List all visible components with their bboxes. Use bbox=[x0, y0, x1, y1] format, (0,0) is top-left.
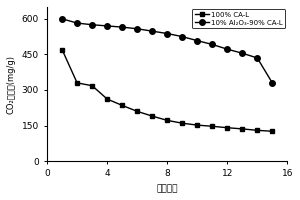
100% CA-L bbox=[60, 48, 64, 51]
10% Al₂O₃-90% CA-L bbox=[120, 26, 124, 28]
100% CA-L bbox=[150, 115, 154, 117]
Legend: 100% CA-L, 10% Al₂O₃-90% CA-L: 100% CA-L, 10% Al₂O₃-90% CA-L bbox=[192, 9, 285, 28]
10% Al₂O₃-90% CA-L bbox=[90, 24, 94, 26]
10% Al₂O₃-90% CA-L bbox=[256, 57, 259, 59]
100% CA-L bbox=[135, 110, 139, 113]
Y-axis label: CO₂吸附量(mg/g): CO₂吸附量(mg/g) bbox=[7, 55, 16, 114]
X-axis label: 循环次数: 循环次数 bbox=[156, 184, 178, 193]
100% CA-L bbox=[180, 122, 184, 124]
100% CA-L bbox=[165, 119, 169, 122]
10% Al₂O₃-90% CA-L bbox=[226, 48, 229, 50]
10% Al₂O₃-90% CA-L bbox=[150, 30, 154, 32]
100% CA-L bbox=[271, 130, 274, 132]
10% Al₂O₃-90% CA-L bbox=[60, 18, 64, 20]
10% Al₂O₃-90% CA-L bbox=[271, 82, 274, 84]
10% Al₂O₃-90% CA-L bbox=[180, 35, 184, 38]
10% Al₂O₃-90% CA-L bbox=[105, 25, 109, 27]
10% Al₂O₃-90% CA-L bbox=[210, 43, 214, 46]
100% CA-L bbox=[195, 124, 199, 126]
100% CA-L bbox=[120, 104, 124, 107]
Line: 10% Al₂O₃-90% CA-L: 10% Al₂O₃-90% CA-L bbox=[59, 16, 275, 86]
100% CA-L bbox=[226, 127, 229, 129]
10% Al₂O₃-90% CA-L bbox=[195, 39, 199, 42]
100% CA-L bbox=[90, 85, 94, 87]
100% CA-L bbox=[241, 128, 244, 130]
100% CA-L bbox=[256, 129, 259, 132]
10% Al₂O₃-90% CA-L bbox=[165, 32, 169, 35]
100% CA-L bbox=[75, 82, 79, 84]
10% Al₂O₃-90% CA-L bbox=[135, 28, 139, 30]
100% CA-L bbox=[210, 125, 214, 127]
10% Al₂O₃-90% CA-L bbox=[75, 22, 79, 24]
10% Al₂O₃-90% CA-L bbox=[241, 52, 244, 54]
Line: 100% CA-L: 100% CA-L bbox=[60, 47, 275, 134]
100% CA-L bbox=[105, 98, 109, 100]
